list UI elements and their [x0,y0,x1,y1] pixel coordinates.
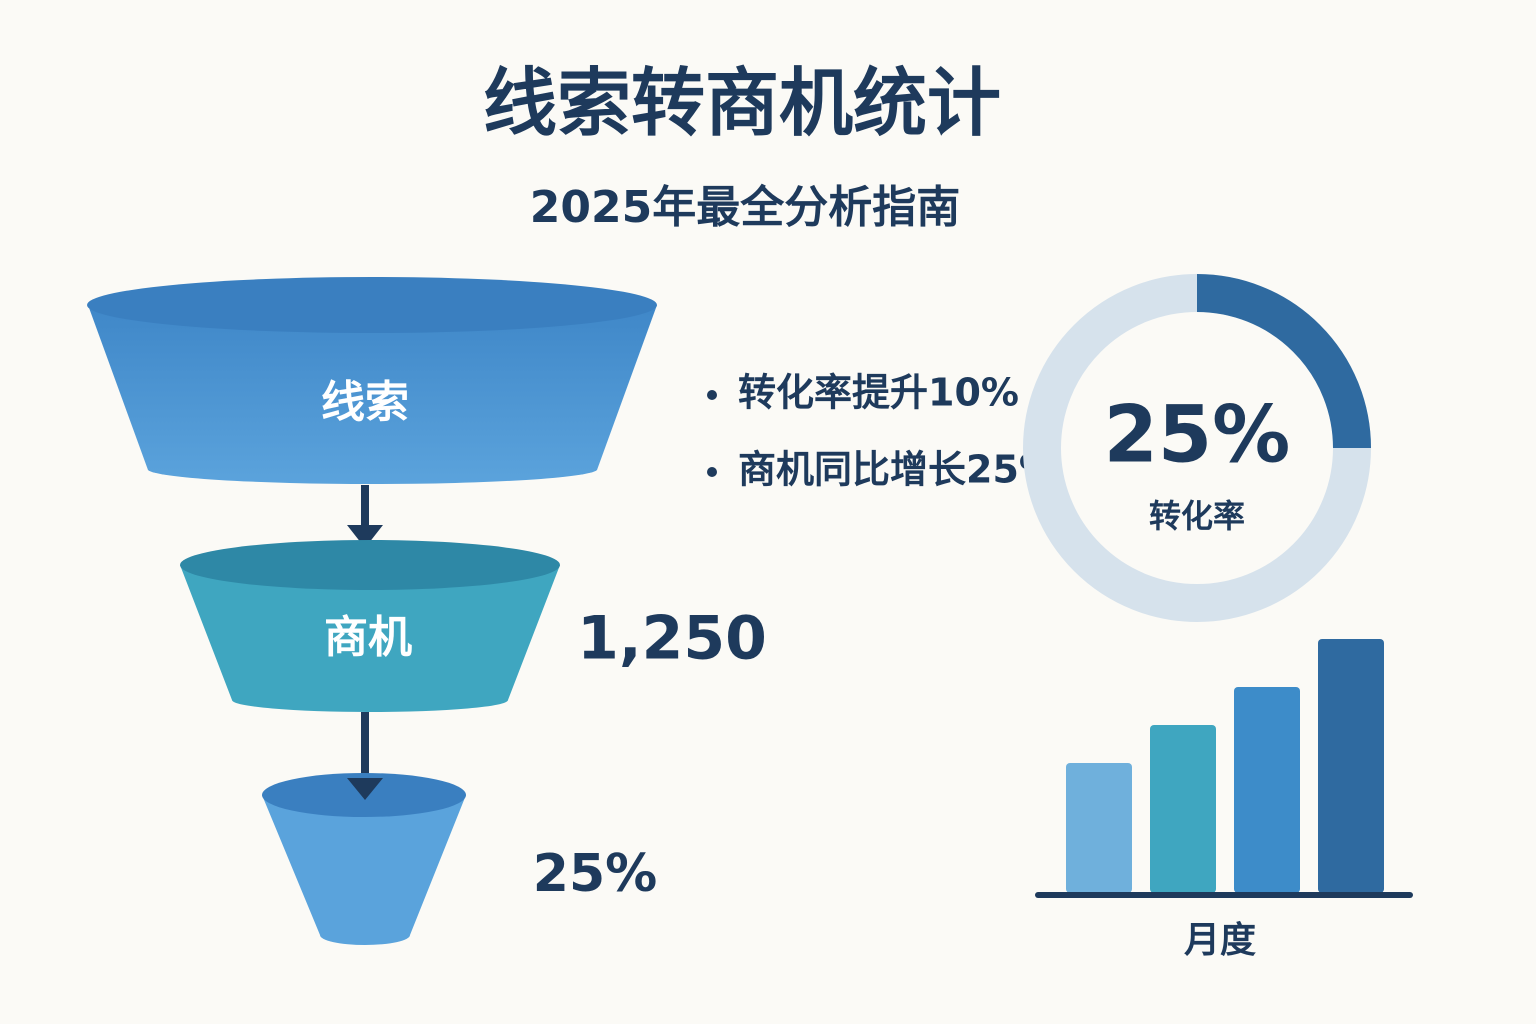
funnel-stage [180,565,560,712]
bullet-text: 商机同比增长25% [738,448,1057,492]
arrow-head [347,778,383,800]
bullet-text: 转化率提升10% [738,371,1019,415]
subtitle: 2025年最全分析指南 [530,182,960,233]
title: 线索转商机统计 [483,61,1001,147]
donut-arc [1196,274,1371,449]
funnel-figure: 25% [533,844,657,904]
bullet-dot [707,467,717,477]
bar [1234,687,1300,893]
funnel-rim [87,277,657,333]
bar [1066,763,1132,893]
bar [1150,725,1216,893]
funnel-stage [262,795,466,945]
stage-label: 商机 [324,612,412,663]
funnel-stage [88,305,657,485]
bullets: 转化率提升10% 商机同比增长25% [707,371,1057,492]
funnel-rim [180,540,560,590]
stage-label: 线索 [321,377,409,428]
donut-label: 转化率 [1149,497,1245,535]
arrow-head [347,525,383,548]
funnel: 线索 商机 1,250 25% [87,277,767,945]
bullet-dot [707,390,717,400]
donut-value: 25% [1104,390,1291,480]
bar [1318,639,1384,893]
x-axis-label: 月度 [1184,920,1256,961]
funnel-figure: 1,250 [577,604,767,674]
